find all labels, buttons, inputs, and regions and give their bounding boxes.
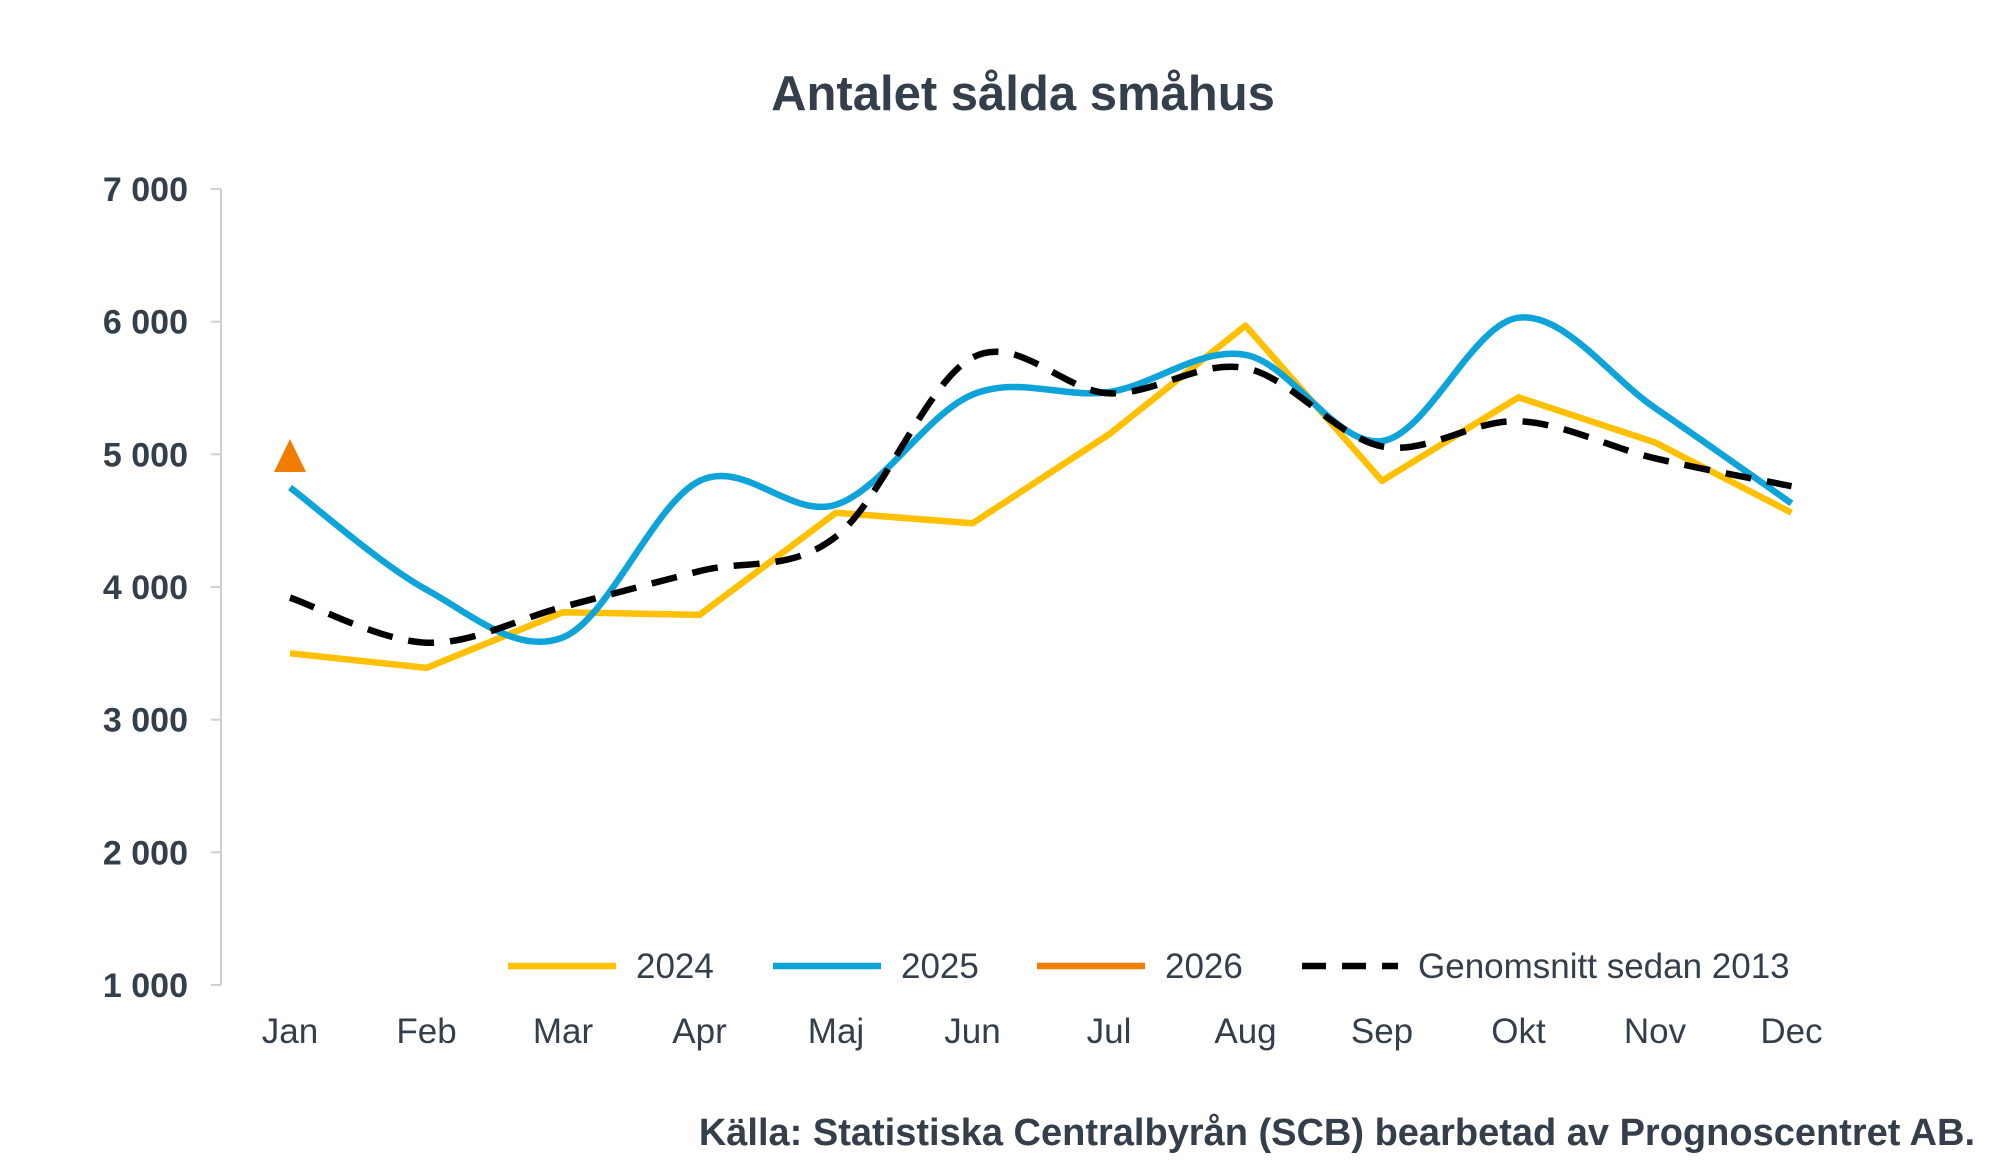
- source-note: Källa: Statistiska Centralbyrån (SCB) be…: [699, 1112, 1975, 1154]
- y-tick-label: 2 000: [103, 834, 188, 872]
- y-tick-label: 4 000: [103, 569, 188, 607]
- legend-label-genomsnitt-sedan-2013: Genomsnitt sedan 2013: [1418, 947, 1790, 986]
- legend-label-2026: 2026: [1165, 947, 1243, 986]
- y-tick-label: 5 000: [103, 436, 188, 474]
- legend: 2024 2025 2026 Genomsnitt sedan 2013: [508, 947, 1790, 986]
- y-tick-label: 6 000: [103, 304, 188, 342]
- y-tick-label: 3 000: [103, 702, 188, 740]
- series-genomsnitt-sedan-2013-line: [288, 348, 1793, 646]
- x-tick-label: Nov: [1624, 1012, 1687, 1051]
- y-axis: 1 000 2 000 3 000 4 000 5 000 6 000 7 000: [103, 171, 221, 1005]
- series-2024-line: [289, 322, 1793, 672]
- y-tick-label: 1 000: [103, 967, 188, 1005]
- x-tick-label: Mar: [533, 1012, 594, 1051]
- legend-label-2024: 2024: [636, 947, 714, 986]
- x-tick-label: Okt: [1491, 1012, 1546, 1051]
- x-tick-label: Maj: [808, 1012, 864, 1051]
- x-tick-label: Aug: [1214, 1012, 1276, 1051]
- x-axis: Jan Feb Mar Apr Maj Jun Jul Aug Sep Okt Nov Dec: [262, 1012, 1823, 1051]
- x-tick-label: Jun: [944, 1012, 1000, 1051]
- x-tick-label: Jul: [1087, 1012, 1132, 1051]
- x-tick-label: Feb: [396, 1012, 456, 1051]
- x-tick-label: Apr: [672, 1012, 727, 1051]
- chart-title: Antalet sålda småhus: [771, 67, 1275, 121]
- x-tick-label: Sep: [1351, 1012, 1413, 1051]
- series-2026-marker: [274, 438, 306, 472]
- series-layer: [274, 314, 1794, 672]
- series-2025-line: [288, 314, 1794, 646]
- legend-label-2025: 2025: [901, 947, 979, 986]
- x-tick-label: Jan: [262, 1012, 318, 1051]
- x-tick-label: Dec: [1760, 1012, 1822, 1051]
- y-tick-label: 7 000: [103, 171, 188, 209]
